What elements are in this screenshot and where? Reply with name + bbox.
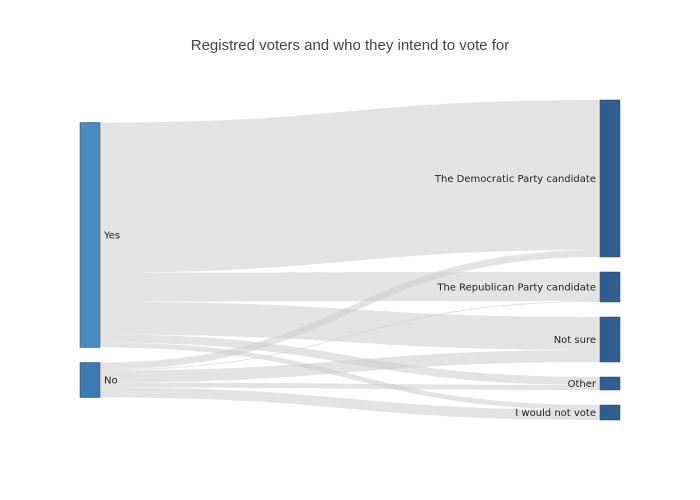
node-novote[interactable]: [599, 404, 621, 421]
sankey-nodes: [79, 99, 621, 421]
node-other[interactable]: [599, 376, 621, 391]
node-notsure[interactable]: [599, 316, 621, 363]
link-no-to-other[interactable]: [100, 382, 600, 391]
node-label-notsure: Not sure: [554, 335, 596, 346]
node-no[interactable]: [79, 362, 101, 398]
node-label-other: Other: [568, 379, 597, 390]
node-label-novote: I would not vote: [515, 408, 596, 419]
link-yes-to-notsure[interactable]: [100, 301, 600, 351]
node-label-rep: The Republican Party candidate: [436, 283, 596, 294]
link-no-to-dem[interactable]: [100, 250, 600, 370]
node-label-no: No: [104, 376, 118, 387]
link-yes-to-dem[interactable]: [100, 100, 600, 273]
node-dem[interactable]: [599, 99, 621, 258]
node-label-dem: The Democratic Party candidate: [434, 174, 596, 185]
link-yes-to-novote[interactable]: [100, 342, 600, 411]
link-no-to-notsure[interactable]: [100, 350, 600, 383]
sankey-labels: Yes No The Democratic Party candidate The R…: [103, 174, 597, 419]
link-no-to-novote[interactable]: [100, 387, 600, 421]
node-label-yes: Yes: [103, 231, 120, 242]
link-yes-to-rep[interactable]: [100, 272, 600, 302]
node-rep[interactable]: [599, 271, 621, 303]
sankey-links: [100, 100, 600, 420]
chart-title: Registred voters and who they intend to …: [191, 37, 510, 54]
link-no-to-rep[interactable]: [100, 301, 600, 371]
link-yes-to-other[interactable]: [100, 334, 600, 386]
node-yes[interactable]: [79, 122, 101, 348]
